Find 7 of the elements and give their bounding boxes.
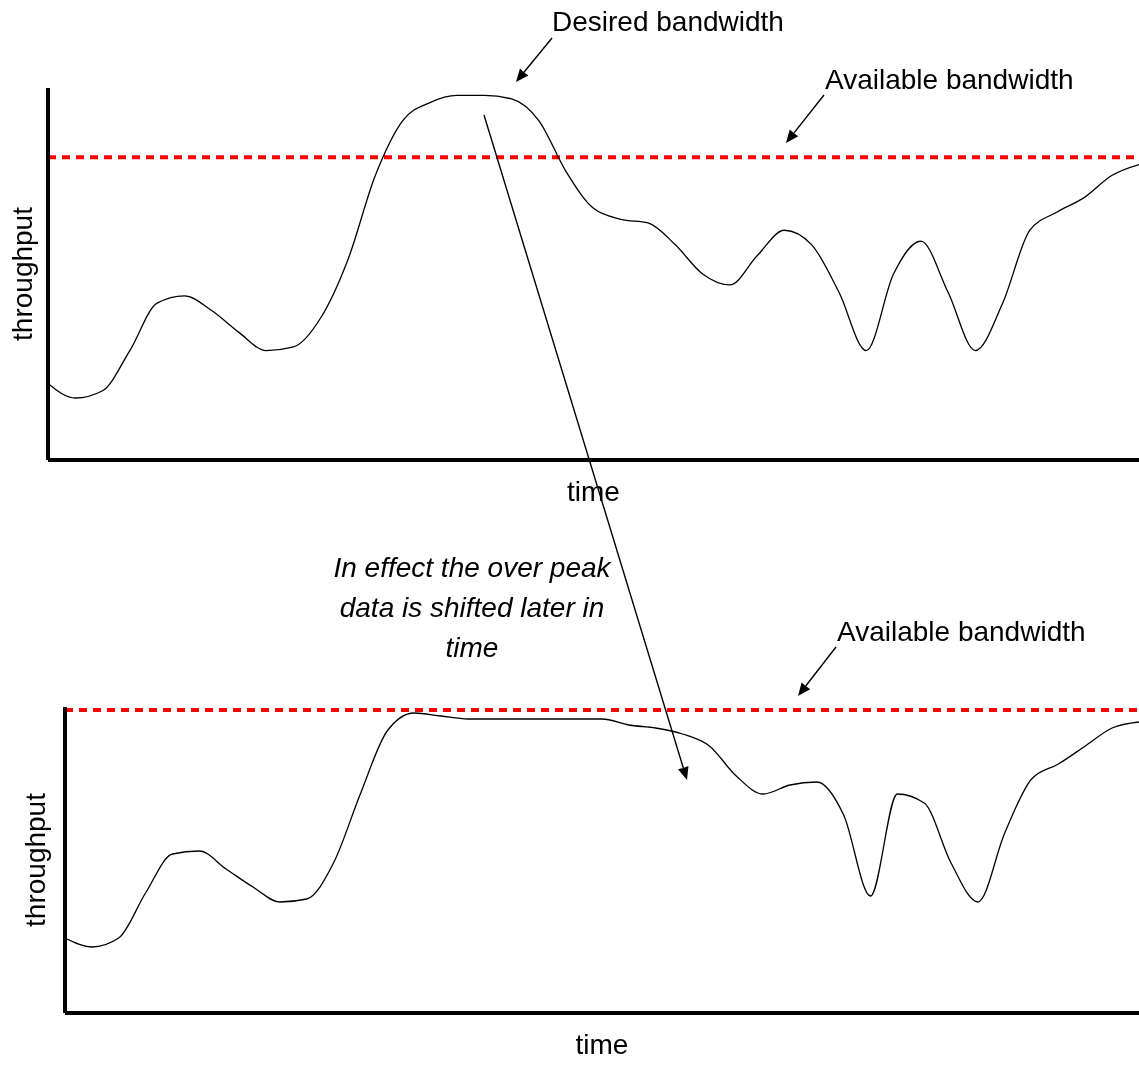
ref-line-label: Available bandwidth (837, 615, 1086, 649)
x-axis-title: time (575, 1029, 629, 1061)
y-axis-title: throughput (20, 792, 52, 927)
text: Desired bandwidth (552, 5, 784, 39)
text: In effect the over peak data is shifted later in time (332, 551, 613, 665)
y-axis-title: throughput (7, 206, 39, 341)
ref-line-label: Available bandwidth (825, 63, 1074, 97)
